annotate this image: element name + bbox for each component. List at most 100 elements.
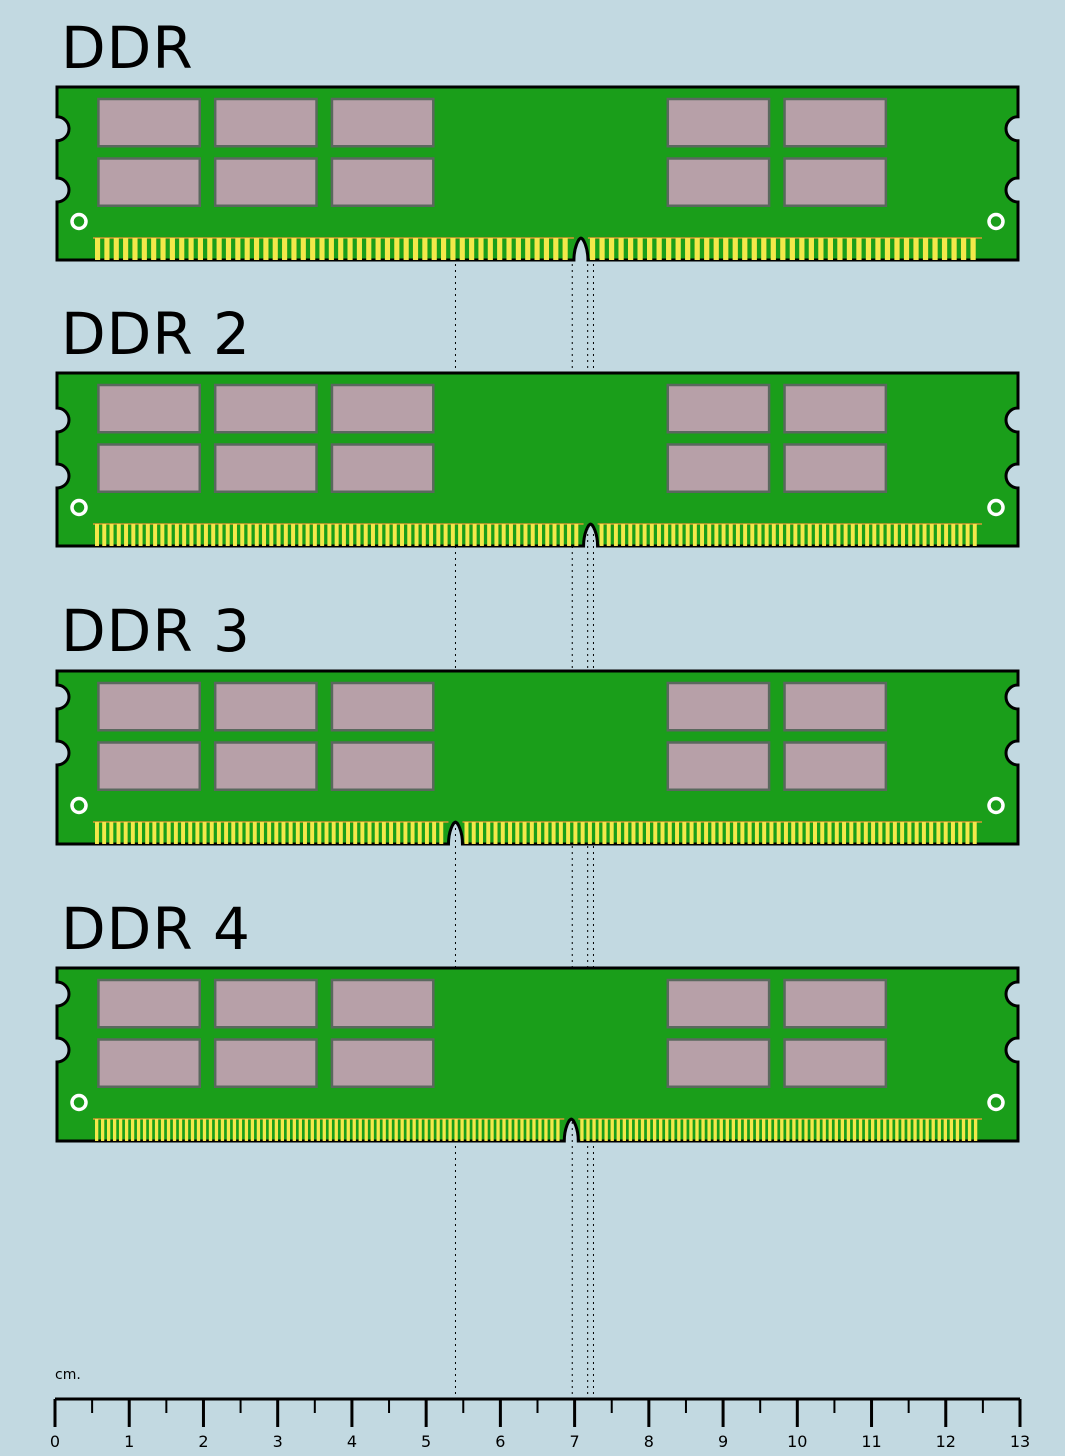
contact-pin xyxy=(366,238,371,260)
contact-pin xyxy=(341,1119,344,1141)
contact-pin xyxy=(167,1119,170,1141)
contact-pin xyxy=(762,822,766,844)
contact-pin xyxy=(707,1119,710,1141)
contact-pin xyxy=(347,1119,350,1141)
contact-pin xyxy=(595,822,599,844)
contact-pin xyxy=(907,1119,910,1141)
contact-pin xyxy=(415,524,419,546)
contact-pin xyxy=(197,524,201,546)
module-label: DDR 3 xyxy=(61,597,251,665)
contact-pin xyxy=(525,238,530,260)
module-label: DDR 2 xyxy=(61,300,251,368)
ruler-tick-label: 3 xyxy=(273,1432,283,1451)
contact-pin xyxy=(637,238,642,260)
contact-pin xyxy=(661,822,665,844)
contact-pin xyxy=(752,238,757,260)
ruler-tick-label: 12 xyxy=(936,1432,956,1451)
contact-pin xyxy=(291,238,296,260)
contact-pin xyxy=(707,524,711,546)
contact-pin xyxy=(837,238,842,260)
memory-chip xyxy=(785,980,886,1027)
contact-pin xyxy=(311,1119,314,1141)
contact-pin xyxy=(458,524,462,546)
contact-pin xyxy=(590,238,595,260)
contact-pin xyxy=(113,1119,116,1141)
contact-pin xyxy=(226,238,231,260)
contact-pin xyxy=(738,1119,741,1141)
contact-pin xyxy=(974,1119,977,1141)
contact-pin xyxy=(677,1119,680,1141)
memory-chip xyxy=(215,683,316,730)
contact-pin xyxy=(413,238,418,260)
contact-pin xyxy=(473,524,477,546)
contact-pin xyxy=(808,524,812,546)
contact-pin xyxy=(944,822,948,844)
contact-pin xyxy=(722,524,726,546)
contact-pin xyxy=(119,1119,122,1141)
contact-pin xyxy=(262,524,266,546)
contact-pin xyxy=(544,822,548,844)
contact-pin xyxy=(480,524,484,546)
mounting-hole xyxy=(989,1096,1003,1110)
contact-pin xyxy=(275,1119,278,1141)
ruler-tick-label: 6 xyxy=(495,1432,505,1451)
contact-pin xyxy=(676,238,681,260)
contact-pin xyxy=(711,822,715,844)
contact-pin xyxy=(501,822,505,844)
contact-pin xyxy=(516,238,521,260)
contact-pin xyxy=(847,238,852,260)
contact-pin xyxy=(762,1119,765,1141)
contact-pin xyxy=(635,524,639,546)
contact-pin xyxy=(675,822,679,844)
contact-pin xyxy=(647,1119,650,1141)
contact-pin xyxy=(203,1119,206,1141)
contact-pin xyxy=(131,524,135,546)
contact-pin xyxy=(248,524,252,546)
contact-pin xyxy=(210,822,214,844)
ruler-unit-label: cm. xyxy=(55,1367,81,1383)
contact-pin xyxy=(313,524,317,546)
contact-pin xyxy=(777,822,781,844)
contact-pin xyxy=(359,1119,362,1141)
contact-pin xyxy=(951,524,955,546)
contact-pin xyxy=(490,1119,493,1141)
contact-pin xyxy=(936,822,940,844)
contact-pin xyxy=(851,524,855,546)
contact-pin xyxy=(877,1119,880,1141)
contact-pin xyxy=(643,524,647,546)
contact-pin xyxy=(629,1119,632,1141)
contact-pin xyxy=(217,822,221,844)
contact-pin xyxy=(382,822,386,844)
contact-pin xyxy=(828,238,833,260)
contact-pin xyxy=(835,822,839,844)
contact-pin xyxy=(356,524,360,546)
contact-pin xyxy=(267,822,271,844)
contact-pin xyxy=(378,524,382,546)
contact-pin xyxy=(439,822,443,844)
contact-pin xyxy=(682,822,686,844)
contact-pin xyxy=(254,238,259,260)
contact-pin xyxy=(944,524,948,546)
contact-pin xyxy=(152,822,156,844)
contact-pin xyxy=(515,822,519,844)
mounting-hole xyxy=(72,1096,86,1110)
contact-pin xyxy=(880,524,884,546)
contact-pin xyxy=(263,1119,266,1141)
contact-pin xyxy=(494,524,498,546)
memory-chip xyxy=(215,980,316,1027)
contact-pin xyxy=(137,1119,140,1141)
contact-pin xyxy=(143,1119,146,1141)
contact-pin xyxy=(523,524,527,546)
contact-pin xyxy=(160,238,165,260)
contact-pins xyxy=(93,237,982,260)
contact-pin xyxy=(478,238,483,260)
contact-pin xyxy=(531,524,535,546)
contact-pin xyxy=(883,1119,886,1141)
contact-pin xyxy=(538,524,542,546)
contact-pin xyxy=(182,524,186,546)
contact-pin xyxy=(726,1119,729,1141)
memory-chip xyxy=(332,1040,433,1087)
memory-chip xyxy=(98,385,199,432)
contact-pin xyxy=(319,238,324,260)
contact-pin xyxy=(950,1119,953,1141)
